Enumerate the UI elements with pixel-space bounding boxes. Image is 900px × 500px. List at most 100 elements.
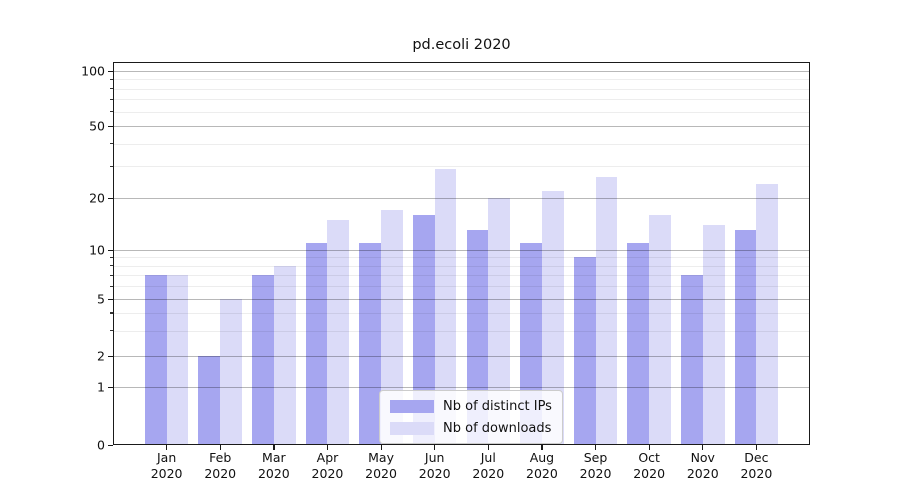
y-minor-tick-mark bbox=[110, 111, 113, 113]
x-tick-label-aug: Aug 2020 bbox=[507, 450, 577, 481]
y-tick-mark bbox=[108, 197, 113, 199]
x-tick-label-mar: Mar 2020 bbox=[239, 450, 309, 481]
x-tick-month: Dec bbox=[744, 450, 769, 465]
y-tick-mark bbox=[108, 355, 113, 357]
chart-title: pd.ecoli 2020 bbox=[412, 37, 511, 53]
gridline-minor bbox=[113, 99, 810, 101]
x-tick-month: Nov bbox=[690, 450, 715, 465]
y-minor-tick-mark bbox=[110, 78, 113, 81]
x-tick-year: 2020 bbox=[686, 465, 719, 481]
y-minor-tick-mark bbox=[110, 312, 113, 314]
x-tick-mark bbox=[273, 445, 275, 450]
x-tick-label-feb: Feb 2020 bbox=[185, 450, 255, 481]
bar-distinct-ips-may bbox=[359, 242, 382, 445]
y-tick-label: 2 bbox=[97, 348, 105, 364]
x-tick-year: 2020 bbox=[150, 465, 183, 481]
bar-distinct-ips-feb bbox=[198, 356, 221, 445]
bar-downloads-oct bbox=[649, 214, 671, 445]
x-tick-mark bbox=[487, 445, 489, 450]
y-minor-tick-mark bbox=[110, 274, 113, 276]
x-tick-label-jul: Jul 2020 bbox=[453, 450, 523, 481]
bar-distinct-ips-mar bbox=[252, 275, 274, 445]
legend-swatch-distinct-ips bbox=[390, 399, 434, 413]
y-minor-tick-mark bbox=[110, 98, 113, 100]
bar-distinct-ips-dec bbox=[734, 230, 757, 445]
x-tick-mark bbox=[755, 445, 758, 450]
x-tick-mark bbox=[434, 445, 436, 450]
x-tick-month: Jul bbox=[480, 450, 496, 465]
gridline-major bbox=[113, 71, 810, 72]
x-tick-mark bbox=[380, 445, 382, 450]
x-tick-mark bbox=[595, 445, 597, 450]
y-tick-label: 50 bbox=[89, 118, 105, 134]
gridline-major bbox=[113, 126, 810, 127]
gridline-minor bbox=[113, 330, 810, 332]
x-tick-year: 2020 bbox=[204, 465, 237, 481]
bar-downloads-mar bbox=[273, 265, 296, 445]
x-tick-year: 2020 bbox=[365, 465, 397, 481]
y-tick-mark bbox=[108, 386, 113, 388]
x-tick-mark bbox=[219, 445, 221, 450]
x-tick-year: 2020 bbox=[526, 465, 558, 481]
y-tick-label: 100 bbox=[81, 63, 105, 79]
y-tick-label: 5 bbox=[97, 291, 105, 307]
bar-distinct-ips-jan bbox=[144, 275, 167, 445]
x-tick-mark bbox=[702, 445, 704, 450]
legend-item-distinct-ips: Nb of distinct IPs bbox=[390, 396, 552, 416]
x-tick-month: May bbox=[368, 450, 394, 465]
x-tick-label-dec: Dec 2020 bbox=[721, 450, 791, 481]
bar-downloads-jun bbox=[434, 168, 457, 445]
x-tick-year: 2020 bbox=[740, 465, 773, 481]
gridline-minor bbox=[113, 88, 810, 90]
gridline-minor bbox=[113, 111, 810, 113]
y-minor-tick-mark bbox=[110, 88, 113, 90]
bar-downloads-feb bbox=[220, 299, 243, 445]
bar-downloads-may bbox=[381, 210, 403, 445]
gridline-minor bbox=[113, 286, 810, 288]
y-tick-mark bbox=[108, 298, 113, 300]
y-tick-label: 1 bbox=[97, 379, 105, 395]
y-tick-label: 10 bbox=[89, 242, 105, 258]
gridline-minor bbox=[113, 79, 810, 81]
bar-downloads-sep bbox=[595, 177, 618, 445]
legend: Nb of distinct IPs Nb of downloads bbox=[379, 390, 563, 444]
x-tick-label-sep: Sep 2020 bbox=[561, 450, 631, 481]
x-tick-month: Feb bbox=[209, 450, 232, 465]
x-tick-mark bbox=[648, 445, 650, 450]
x-tick-year: 2020 bbox=[418, 465, 451, 481]
y-tick-mark bbox=[108, 444, 113, 446]
x-tick-month: Jan bbox=[156, 450, 177, 465]
x-tick-year: 2020 bbox=[579, 465, 612, 481]
y-minor-tick-mark bbox=[110, 165, 113, 167]
x-tick-label-jan: Jan 2020 bbox=[132, 450, 202, 481]
x-tick-month: Oct bbox=[638, 450, 660, 465]
y-tick-mark bbox=[108, 249, 113, 251]
gridline-minor bbox=[113, 265, 810, 267]
gridline-major bbox=[113, 356, 810, 357]
bar-distinct-ips-nov bbox=[680, 275, 703, 445]
x-tick-year: 2020 bbox=[257, 465, 290, 481]
x-tick-label-jun: Jun 2020 bbox=[400, 450, 470, 481]
bar-downloads-apr bbox=[327, 219, 350, 445]
bar-downloads-dec bbox=[756, 183, 779, 445]
x-tick-year: 2020 bbox=[311, 465, 344, 481]
x-tick-month: Sep bbox=[583, 450, 608, 465]
y-minor-tick-mark bbox=[110, 256, 113, 259]
gridline-major bbox=[113, 387, 810, 388]
x-tick-mark bbox=[326, 445, 329, 450]
legend-item-downloads: Nb of downloads bbox=[390, 418, 552, 438]
x-tick-month: Jun bbox=[424, 450, 445, 465]
y-minor-tick-mark bbox=[110, 330, 113, 332]
x-tick-year: 2020 bbox=[633, 465, 666, 481]
y-minor-tick-mark bbox=[110, 143, 113, 145]
gridline-minor bbox=[113, 257, 810, 259]
y-tick-label: 0 bbox=[97, 437, 105, 453]
x-tick-label-may: May 2020 bbox=[346, 450, 416, 481]
x-tick-label-oct: Oct 2020 bbox=[614, 450, 684, 481]
x-tick-month: Mar bbox=[262, 450, 286, 465]
legend-label-distinct-ips: Nb of distinct IPs bbox=[443, 398, 552, 414]
gridline-minor bbox=[113, 275, 810, 277]
x-tick-label-apr: Apr 2020 bbox=[292, 450, 362, 481]
bar-distinct-ips-oct bbox=[627, 242, 650, 445]
